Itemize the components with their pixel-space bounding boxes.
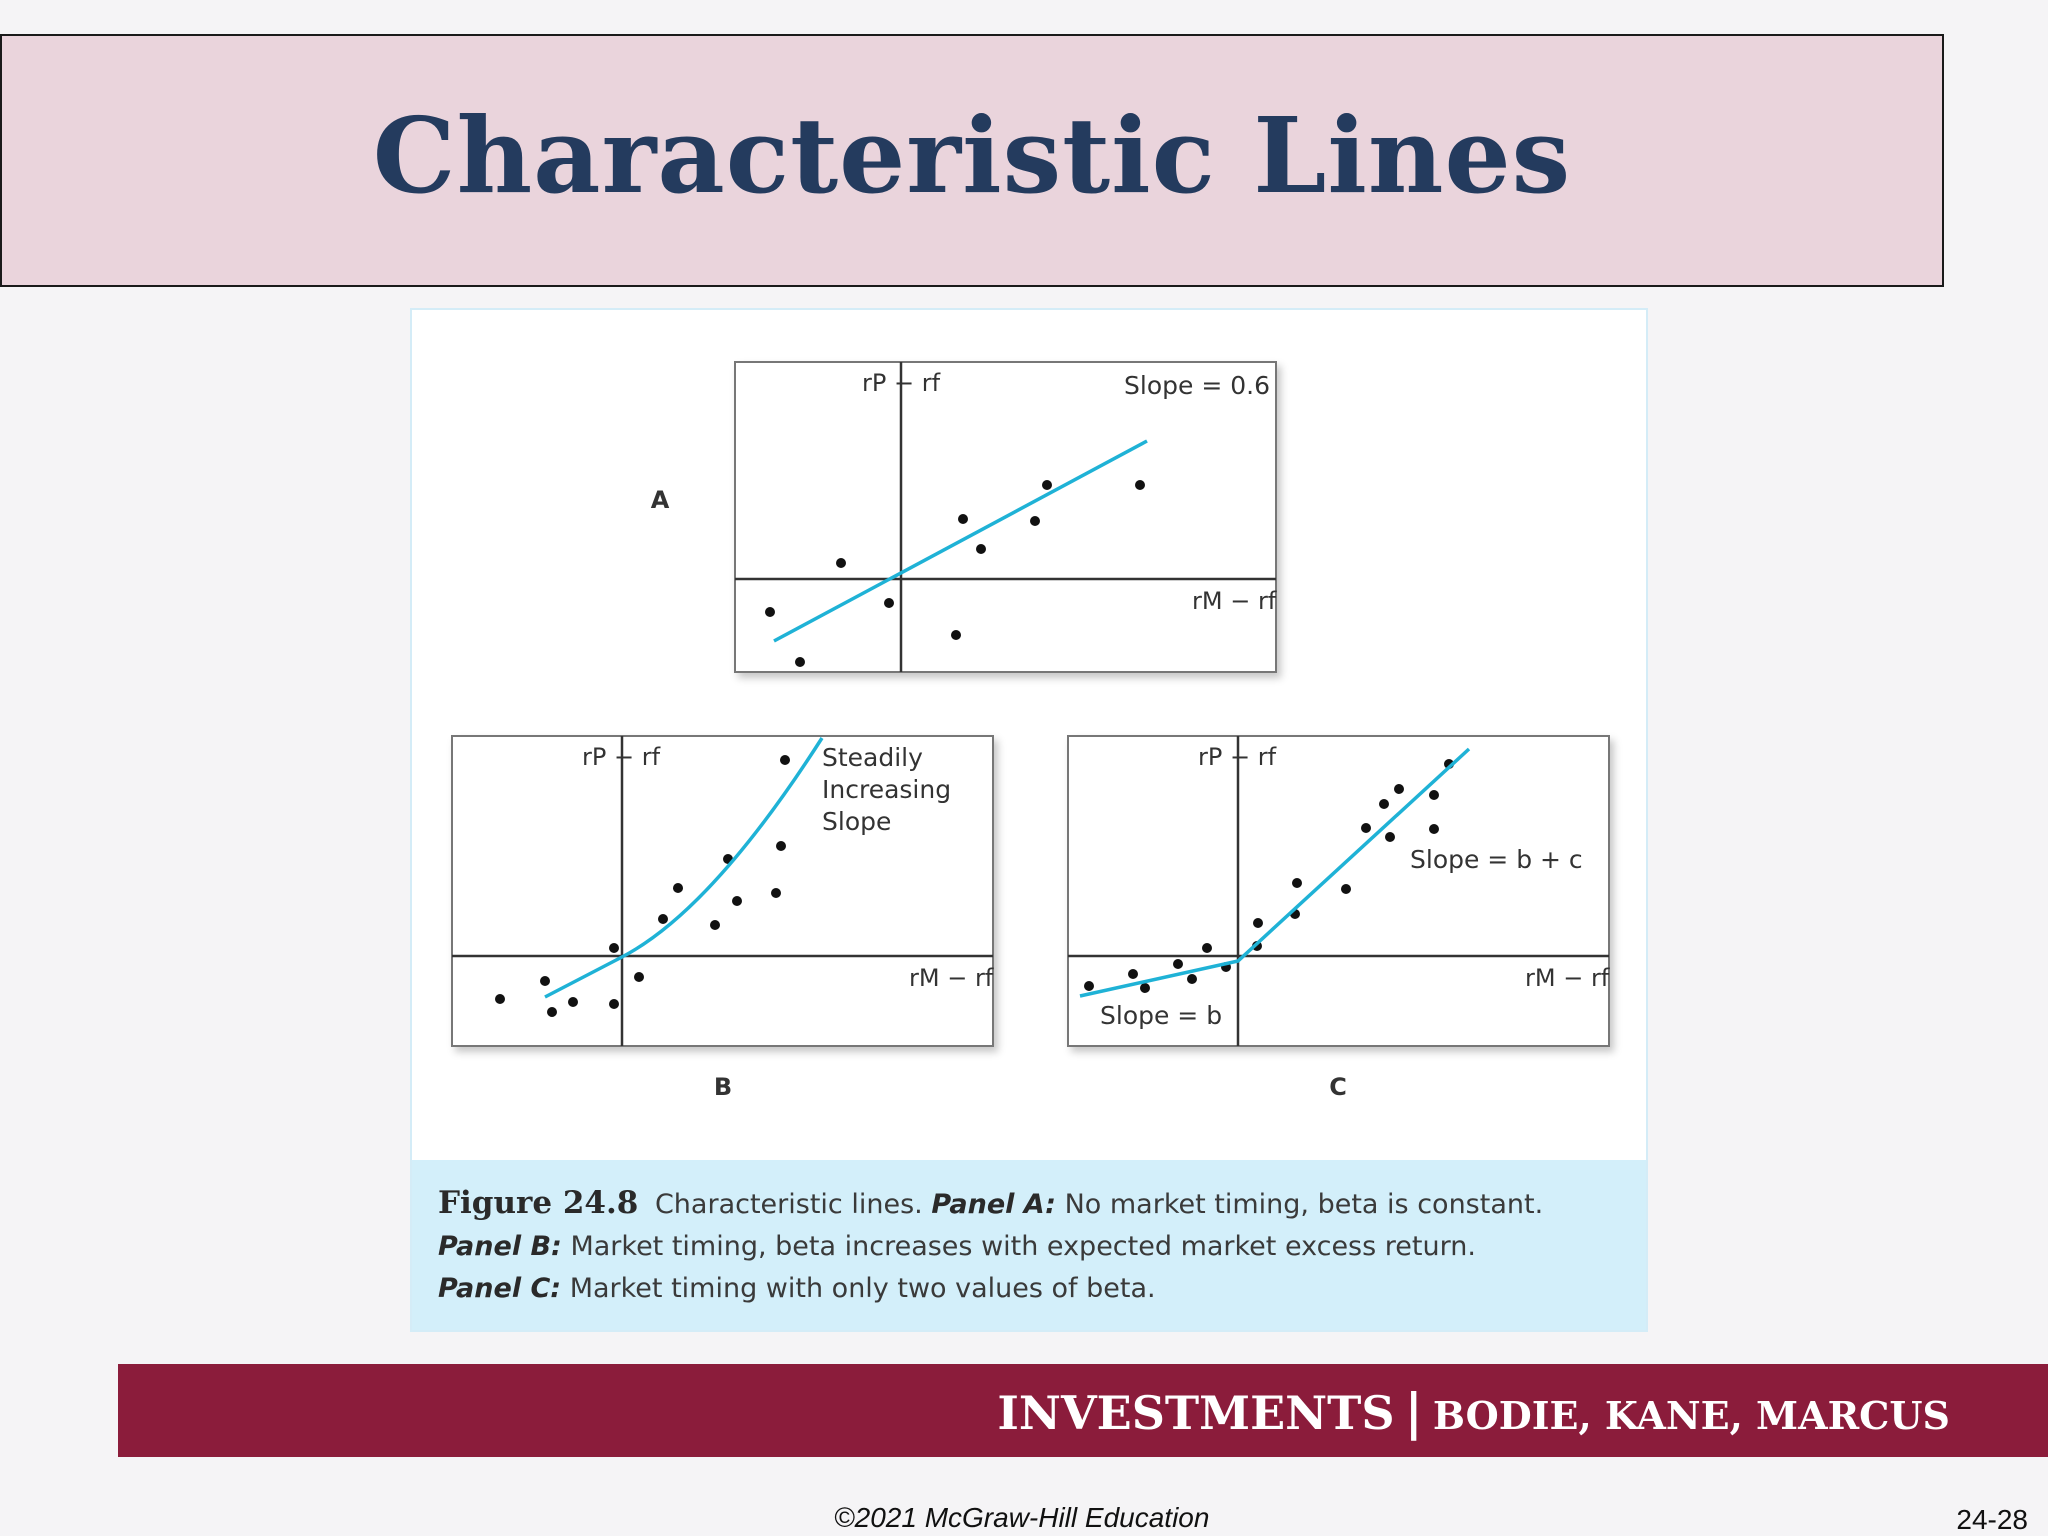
panel-a-points: [765, 480, 1145, 667]
data-point: [568, 997, 578, 1007]
data-point: [609, 999, 619, 1009]
data-point: [1084, 981, 1094, 991]
caption-panel-a-label: Panel A:: [931, 1189, 1056, 1220]
caption-panel-c-text: Market timing with only two values of be…: [569, 1273, 1156, 1304]
data-point: [795, 657, 805, 667]
data-point: [1187, 974, 1197, 984]
data-point: [673, 883, 683, 893]
footer-investments: INVESTMENTS: [997, 1386, 1395, 1440]
figure-24-8: rP − rf rM − rf Slope = 0.6 A: [410, 308, 1648, 1332]
caption-panel-c-label: Panel C:: [438, 1273, 562, 1304]
data-point: [1030, 516, 1040, 526]
data-point: [1429, 824, 1439, 834]
panel-a: rP − rf rM − rf Slope = 0.6 A: [651, 361, 1277, 673]
caption-line-1: Figure 24.8 Characteristic lines. Panel …: [438, 1182, 1622, 1226]
panel-a-letter: A: [651, 486, 670, 514]
data-point: [1394, 784, 1404, 794]
panel-b-frame: [451, 735, 994, 1047]
panel-b-characteristic-curve: [544, 737, 824, 999]
panel-c-points: [1084, 759, 1454, 993]
caption-intro: Characteristic lines.: [654, 1189, 923, 1220]
annotation-line: Increasing: [822, 775, 951, 804]
data-point: [634, 972, 644, 982]
title-banner: Characteristic Lines: [0, 34, 1944, 287]
caption-line-3: Panel C: Market timing with only two val…: [438, 1268, 1622, 1310]
data-point: [765, 607, 775, 617]
data-point: [658, 914, 668, 924]
data-point: [780, 755, 790, 765]
data-point: [540, 976, 550, 986]
caption-panel-a-text: No market timing, beta is constant.: [1064, 1189, 1544, 1220]
panel-b-letter: B: [714, 1073, 732, 1101]
data-point: [710, 920, 720, 930]
slide-title: Characteristic Lines: [372, 94, 1572, 217]
data-point: [609, 943, 619, 953]
panel-a-x-axis-label: rM − rf: [1192, 587, 1277, 615]
data-point: [1361, 823, 1371, 833]
footer-banner: INVESTMENTS | BODIE, KANE, MARCUS: [118, 1364, 2048, 1457]
copyright-notice: ©2021 McGraw-Hill Education: [834, 1502, 1210, 1533]
caption-panel-b-label: Panel B:: [438, 1231, 562, 1262]
data-point: [1341, 884, 1351, 894]
figure-number: Figure 24.8: [438, 1185, 639, 1221]
panel-c: rP − rf rM − rf Slope = b + c Slope = b …: [1067, 735, 1610, 1101]
data-point: [771, 888, 781, 898]
panel-c-lower-slope-label: Slope = b: [1100, 1001, 1222, 1030]
panel-c-upper-slope-label: Slope = b + c: [1410, 845, 1583, 874]
data-point: [547, 1007, 557, 1017]
annotation-line: Slope: [822, 807, 891, 836]
data-point: [732, 896, 742, 906]
data-point: [495, 994, 505, 1004]
panel-b-y-axis-label: rP − rf: [582, 743, 661, 771]
data-point: [1292, 878, 1302, 888]
data-point: [1140, 983, 1150, 993]
data-point: [951, 630, 961, 640]
data-point: [958, 514, 968, 524]
footer-separator: |: [1404, 1382, 1423, 1441]
panel-b-slope-annotation: Steadily Increasing Slope: [822, 743, 959, 836]
caption-panel-b-text: Market timing, beta increases with expec…: [570, 1231, 1476, 1262]
data-point: [1385, 832, 1395, 842]
panel-b: rP − rf rM − rf Steadily Increasing Slop…: [451, 735, 994, 1101]
data-point: [1429, 790, 1439, 800]
data-point: [884, 598, 894, 608]
data-point: [1379, 799, 1389, 809]
panel-c-x-axis-label: rM − rf: [1525, 964, 1610, 992]
footer-authors: BODIE, KANE, MARCUS: [1432, 1393, 1950, 1438]
data-point: [976, 544, 986, 554]
data-point: [776, 841, 786, 851]
characteristic-lines-figure: rP − rf rM − rf Slope = 0.6 A: [451, 361, 1610, 1101]
panel-c-y-axis-label: rP − rf: [1198, 743, 1277, 771]
panel-a-y-axis-label: rP − rf: [862, 369, 941, 397]
figure-caption: Figure 24.8 Characteristic lines. Panel …: [412, 1160, 1646, 1330]
data-point: [1173, 959, 1183, 969]
panel-a-characteristic-line: [773, 439, 1148, 643]
panel-b-x-axis-label: rM − rf: [909, 964, 994, 992]
data-point: [1042, 480, 1052, 490]
panel-c-letter: C: [1329, 1073, 1347, 1101]
data-point: [1128, 969, 1138, 979]
annotation-line: Steadily: [822, 743, 923, 772]
data-point: [1253, 918, 1263, 928]
data-point: [1202, 943, 1212, 953]
caption-line-2: Panel B: Market timing, beta increases w…: [438, 1226, 1622, 1268]
panel-b-points: [495, 755, 790, 1017]
page-number: 24-28: [1956, 1504, 2028, 1535]
data-point: [836, 558, 846, 568]
panel-c-frame: [1067, 735, 1610, 1047]
data-point: [1135, 480, 1145, 490]
footer-book-title: INVESTMENTS | BODIE, KANE, MARCUS: [997, 1382, 1950, 1441]
panel-a-slope-label: Slope = 0.6: [1124, 371, 1270, 400]
panel-c-characteristic-line: [1079, 747, 1471, 998]
